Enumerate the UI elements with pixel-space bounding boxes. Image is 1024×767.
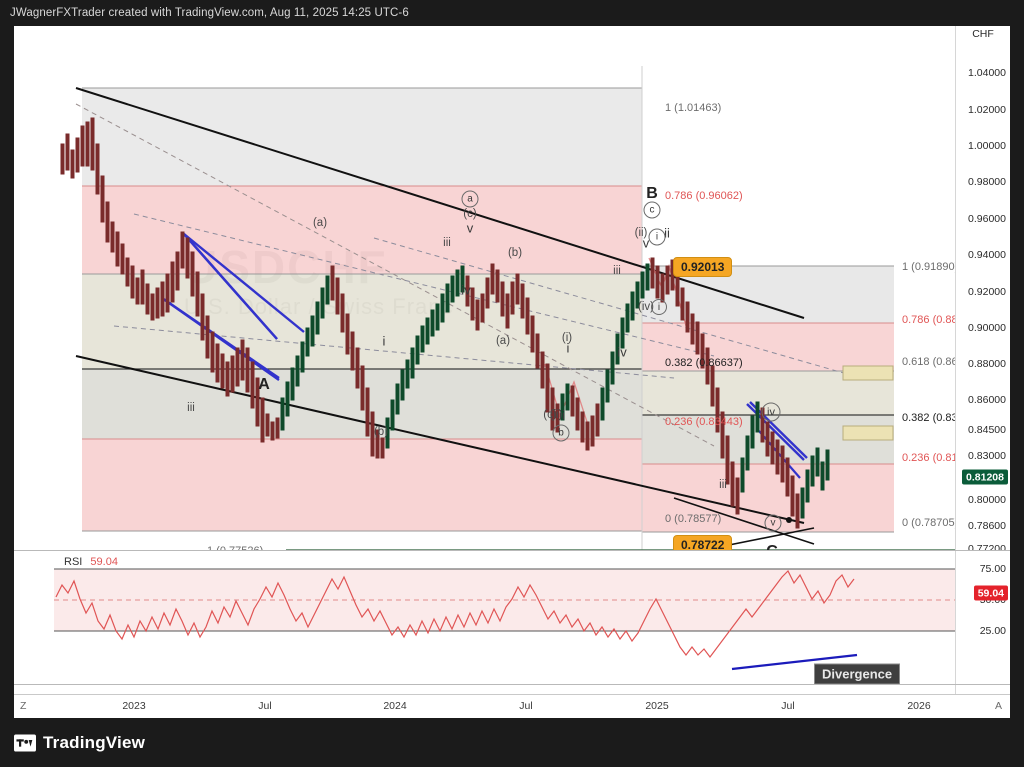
elliott-wave-circled-label: i: [651, 299, 667, 315]
price-axis-tick: 0.90000: [968, 322, 1006, 334]
price-plot-area[interactable]: USDCHF U.S. Dollar / Swiss Franc: [14, 26, 955, 550]
rsi-drawings: [54, 568, 955, 671]
elliott-wave-label: iii: [187, 402, 195, 414]
fib-label-left-382: 0.382 (0.86637): [665, 357, 743, 369]
elliott-wave-circled-label: v: [764, 514, 782, 532]
price-axis-tick: 0.86000: [968, 394, 1006, 406]
price-axis-tick: 0.83000: [968, 450, 1006, 462]
rsi-pane[interactable]: RSI 59.04 Divergence 75.00 50.00 25.00 5…: [14, 550, 1010, 684]
fedfunds-axis[interactable]: [955, 685, 1010, 694]
last-price-badge: 0.81208: [962, 469, 1008, 485]
price-axis-tick: 0.98000: [968, 176, 1006, 188]
rsi-legend-name: RSI: [64, 556, 83, 568]
time-axis-tick: Jul: [519, 700, 533, 712]
time-axis-tick: Jul: [781, 700, 795, 712]
rsi-legend-value: 59.04: [90, 556, 118, 568]
elliott-wave-label: (ii): [634, 227, 648, 239]
price-axis[interactable]: CHF 1.04000 1.02000 1.00000 0.98000 0.96000 0…: [955, 26, 1010, 555]
price-axis-tick: 1.02000: [968, 104, 1006, 116]
time-axis-tick: 2024: [383, 700, 407, 712]
elliott-wave-label: B: [646, 185, 658, 202]
divergence-label: Divergence: [814, 663, 901, 684]
rsi-tick-25: 25.00: [979, 625, 1006, 637]
fib-label-right-0: 0 (0.78705): [902, 517, 955, 529]
tradingview-brand-text: TradingView: [43, 733, 146, 752]
elliott-wave-label: v: [642, 235, 650, 251]
elliott-wave-circled-label: a: [461, 190, 479, 208]
tradingview-footer: TradingView: [14, 728, 414, 758]
fib-label-right-786: 0.786 (0.88894): [902, 314, 955, 326]
fib-label-right-618: 0.618 (0.86611): [902, 356, 955, 368]
elliott-wave-label: iii: [443, 237, 451, 249]
time-axis[interactable]: Z A 2023 Jul 2024 Jul 2025 Jul 2026: [14, 694, 1010, 718]
elliott-wave-circled-label: iv: [761, 402, 781, 422]
fedfunds-plot-area[interactable]: FEDFUNDS · Federal Reserve 4.33 0.00 (0.…: [14, 685, 955, 694]
elliott-wave-label: (b): [507, 247, 523, 259]
tradingview-logo-icon: [14, 734, 36, 752]
elliott-wave-label: (c): [543, 409, 557, 421]
fib-label-left-236: 0.236 (0.83443): [665, 416, 743, 428]
elliott-wave-label: i: [566, 340, 570, 356]
elliott-wave-label: ii: [559, 407, 565, 423]
time-axis-right-marker[interactable]: A: [994, 700, 1002, 712]
elliott-wave-label: (iv): [638, 301, 654, 313]
elliott-wave-label: A: [258, 376, 270, 393]
price-pane[interactable]: USDCHF U.S. Dollar / Swiss Franc: [14, 26, 1010, 555]
price-axis-tick: 0.80000: [968, 494, 1006, 506]
elliott-wave-label: iii: [719, 479, 727, 491]
resistance-price-tag: 0.92013: [673, 257, 733, 277]
time-axis-left-marker[interactable]: Z: [20, 700, 27, 712]
price-axis-tick: 1.04000: [968, 67, 1006, 79]
rsi-tick-75: 75.00: [979, 563, 1006, 575]
rsi-value-badge: 59.04: [973, 585, 1008, 601]
elliott-wave-label: iv: [617, 344, 627, 360]
fib-label-bottom-1: 1 (0.77526): [207, 545, 263, 550]
elliott-wave-circled-label: c: [643, 201, 661, 219]
elliott-wave-label: (b): [373, 426, 389, 438]
elliott-wave-label: v: [466, 220, 474, 236]
fib-label-right-1: 1 (0.91890): [902, 261, 955, 273]
fib-label-left-0: 0 (0.78577): [665, 513, 722, 525]
elliott-wave-label: (a): [312, 217, 328, 229]
price-axis-tick: 0.78600: [968, 520, 1006, 532]
fib-label-left-786: 0.786 (0.96062): [665, 190, 743, 202]
chart-surface: USDCHF U.S. Dollar / Swiss Franc: [14, 26, 1010, 694]
elliott-wave-label: iii: [613, 265, 621, 277]
price-axis-currency: CHF: [972, 28, 994, 40]
elliott-wave-label: i: [382, 333, 386, 349]
rsi-plot-area[interactable]: RSI 59.04 Divergence: [14, 551, 955, 684]
time-axis-tick: 2026: [907, 700, 931, 712]
elliott-wave-label: (ii): [549, 409, 563, 421]
time-axis-tick: Jul: [258, 700, 272, 712]
chart-header-credit: JWagnerFXTrader created with TradingView…: [10, 7, 409, 19]
price-axis-tick: 0.88000: [968, 358, 1006, 370]
price-axis-tick: 0.92000: [968, 286, 1006, 298]
time-axis-tick: 2025: [645, 700, 669, 712]
fib-label-right-236: 0.236 (0.81635): [902, 452, 955, 464]
price-axis-tick: 1.00000: [968, 140, 1006, 152]
time-axis-tick: 2023: [122, 700, 146, 712]
fedfunds-pane[interactable]: FEDFUNDS · Federal Reserve 4.33 0.00 (0.…: [14, 684, 1010, 694]
elliott-wave-circled-label: i: [648, 228, 666, 246]
elliott-wave-circled-label: b: [552, 424, 570, 442]
fib-label-right-382: 0.382 (0.83502): [902, 412, 955, 424]
fib-label-left-1: 1 (1.01463): [665, 102, 722, 114]
price-axis-tick: 0.96000: [968, 213, 1006, 225]
elliott-wave-label: (a): [495, 335, 511, 347]
price-axis-tick: 0.84500: [968, 424, 1006, 436]
price-axis-tick: 0.94000: [968, 249, 1006, 261]
elliott-wave-label: ii: [664, 225, 670, 241]
elliott-wave-label: iv: [461, 282, 471, 298]
elliott-wave-label: (c): [463, 208, 477, 220]
price-drawings: [60, 66, 955, 550]
rsi-axis[interactable]: 75.00 50.00 25.00 59.04: [955, 551, 1010, 684]
fedfunds-drawings: [14, 685, 955, 694]
rsi-legend: RSI 59.04: [64, 556, 118, 568]
support-price-tag: 0.78722: [673, 535, 733, 550]
elliott-wave-label: (i): [561, 332, 573, 344]
elliott-wave-label: C: [766, 543, 778, 550]
